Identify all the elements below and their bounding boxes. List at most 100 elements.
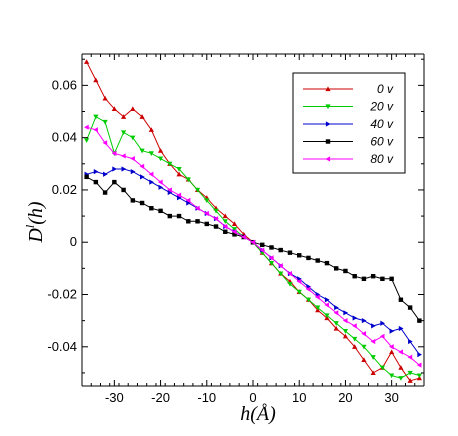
data-point	[121, 166, 127, 172]
data-point	[185, 177, 191, 183]
data-point	[407, 370, 413, 376]
data-point	[194, 205, 200, 211]
data-point	[84, 138, 90, 143]
data-point	[176, 171, 182, 177]
data-point	[130, 155, 135, 162]
data-point	[361, 331, 366, 337]
data-point	[268, 261, 275, 266]
y-axis-title: Dl(h)	[23, 201, 47, 243]
y-tick-label: -0.02	[47, 287, 77, 302]
data-point	[305, 286, 311, 292]
data-point	[102, 190, 108, 195]
data-point	[157, 148, 164, 153]
data-point	[204, 210, 209, 217]
legend-item: 40 v	[303, 117, 394, 131]
data-point	[140, 174, 145, 180]
data-point	[213, 208, 219, 214]
legend: 0 v 20 v 40 v 60 v 80 v	[292, 72, 406, 174]
data-point	[325, 86, 331, 92]
data-point	[120, 114, 127, 119]
x-tick-label: -30	[105, 390, 124, 405]
data-point	[139, 114, 145, 119]
data-point	[305, 297, 312, 303]
data-point	[324, 302, 330, 308]
y-tick-label: 0.04	[52, 130, 77, 145]
data-point	[93, 77, 99, 83]
data-point	[260, 242, 265, 248]
data-point	[324, 313, 330, 319]
data-point	[333, 266, 339, 271]
data-point	[120, 153, 126, 159]
data-point	[361, 318, 367, 324]
data-point	[333, 310, 339, 316]
data-point	[278, 247, 283, 253]
data-point	[370, 338, 376, 345]
data-point	[222, 223, 228, 230]
data-point	[93, 127, 98, 133]
data-point	[102, 95, 108, 101]
data-point	[389, 344, 394, 350]
data-point	[250, 239, 256, 245]
data-point	[130, 169, 136, 175]
data-point	[296, 278, 302, 285]
data-point	[93, 169, 99, 175]
legend-item: 0 v	[303, 82, 394, 96]
data-point	[325, 156, 331, 162]
data-point	[195, 219, 200, 224]
data-point	[167, 187, 172, 193]
data-point	[333, 325, 339, 331]
data-point	[185, 197, 191, 203]
data-point	[112, 166, 117, 172]
data-point	[398, 365, 404, 370]
data-point	[102, 140, 108, 146]
data-point	[416, 362, 422, 368]
data-point	[176, 192, 182, 198]
x-axis-title: h(Å)	[240, 403, 276, 425]
data-point	[231, 221, 238, 227]
data-point	[389, 328, 395, 334]
data-point	[148, 171, 154, 177]
data-point	[167, 213, 173, 219]
data-point	[407, 305, 413, 310]
legend-label: 20 v	[369, 100, 394, 114]
data-point	[297, 253, 302, 258]
legend-box	[292, 72, 406, 174]
data-point	[186, 219, 191, 224]
y-tick-label: -0.04	[47, 339, 77, 354]
data-point	[398, 297, 404, 302]
data-point	[112, 179, 117, 185]
data-point	[389, 276, 394, 282]
data-point	[268, 255, 274, 261]
data-point	[287, 270, 293, 277]
data-point	[380, 276, 385, 282]
axes-layer: -30 -20 -10 0 10 20 30 -0.04 -0.02 0 0.02 0.04 0.06	[47, 53, 425, 405]
data-point	[222, 213, 228, 219]
legend-item: 80 v	[303, 152, 394, 166]
data-point	[343, 268, 348, 274]
series-line	[86, 168, 420, 355]
data-point	[342, 318, 348, 324]
x-tick-label: 10	[292, 390, 306, 405]
series-2	[84, 166, 422, 358]
data-point	[103, 171, 108, 177]
data-point	[157, 156, 164, 162]
data-point	[158, 208, 163, 214]
data-point	[417, 352, 422, 358]
data-point	[231, 227, 238, 232]
data-point	[157, 179, 163, 185]
data-point	[278, 271, 284, 277]
data-point	[380, 320, 386, 326]
data-point	[121, 187, 126, 193]
x-tick-label: 0	[249, 390, 256, 405]
y-tick-label: 0.02	[52, 182, 77, 197]
data-point	[334, 304, 339, 311]
data-point	[130, 135, 136, 141]
data-point	[352, 273, 357, 279]
legend-label: 60 v	[370, 135, 394, 149]
data-point	[287, 281, 293, 287]
data-point	[93, 114, 99, 120]
data-point	[167, 161, 173, 167]
data-point	[407, 354, 413, 360]
data-point	[84, 124, 89, 130]
data-point	[84, 59, 90, 64]
